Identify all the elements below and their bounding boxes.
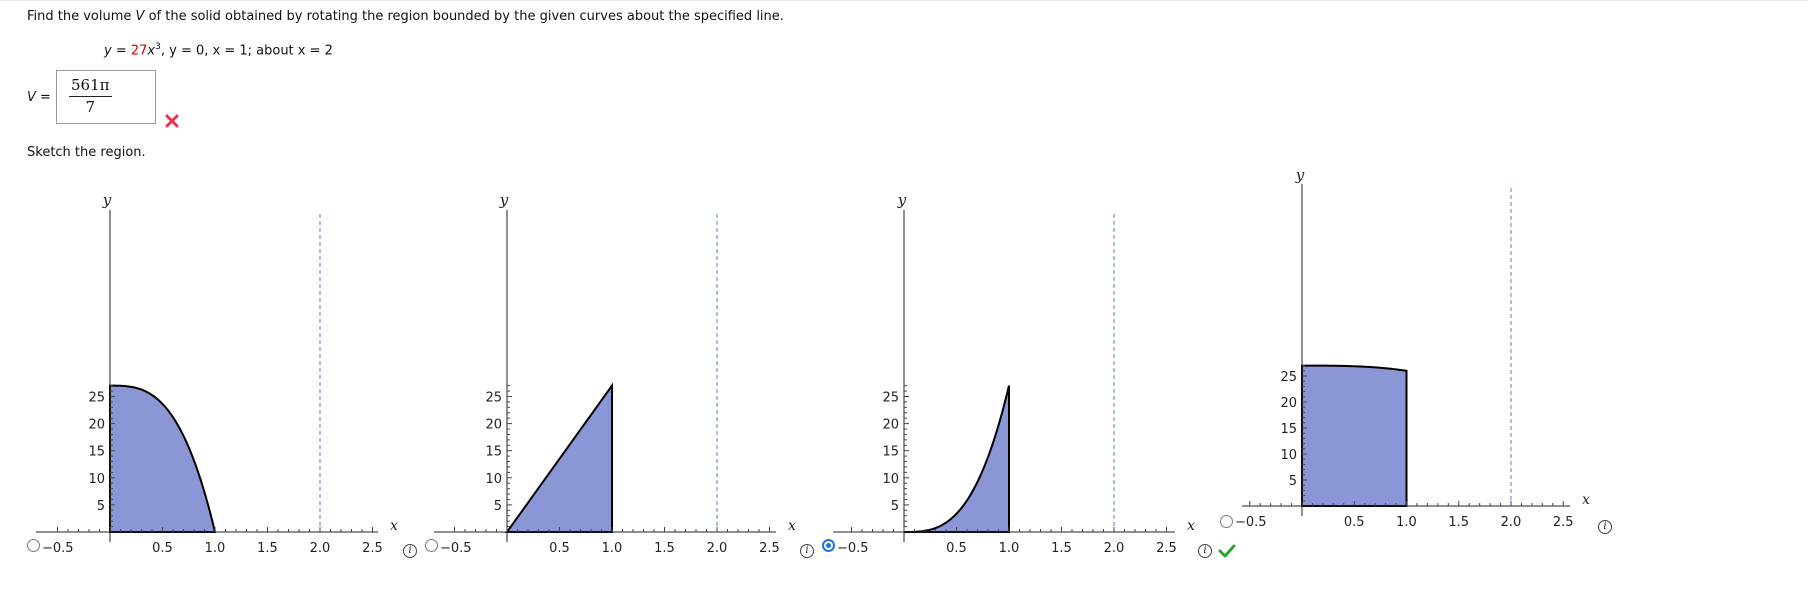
y-tick-label: 10 <box>1280 448 1297 463</box>
x-tick-label: 1.5 <box>1448 515 1469 530</box>
y-tick-label: 15 <box>882 445 899 460</box>
y-tick-label: 25 <box>485 391 502 406</box>
x-axis-label: x <box>1582 492 1590 508</box>
equation-y: y <box>104 43 112 59</box>
shaded-region <box>903 385 1010 533</box>
y-tick-label: 5 <box>494 499 502 514</box>
y-axis-label: y <box>897 191 907 209</box>
x-tick-label: 2.0 <box>707 541 728 556</box>
y-tick-label: 15 <box>1280 422 1297 437</box>
info-icon[interactable]: i <box>1598 520 1612 534</box>
y-tick-label: 10 <box>882 472 899 487</box>
y-axis-label: y <box>499 191 509 209</box>
x-neg-tick-label: −0.5 <box>42 541 74 556</box>
info-icon[interactable]: i <box>1198 544 1212 558</box>
equation: y = 27x3, y = 0, x = 1; about x = 2 <box>104 42 333 58</box>
shaded-region <box>109 384 217 533</box>
x-neg-tick-label: −0.5 <box>837 541 869 556</box>
x-axis-label: x <box>1187 518 1195 534</box>
check-mark-path <box>1218 544 1236 558</box>
x-tick-label: 0.5 <box>152 541 173 556</box>
question-prefix: Find the volume <box>27 9 136 24</box>
x-tick-label: 1.5 <box>654 541 675 556</box>
y-tick-label: 15 <box>88 445 105 460</box>
x-tick-label: 2.5 <box>759 541 780 556</box>
fraction-bar <box>69 96 112 97</box>
x-tick-label: 1.0 <box>999 541 1020 556</box>
info-icon[interactable]: i <box>800 544 814 558</box>
x-mark-icon <box>165 114 179 128</box>
y-tick-label: 20 <box>882 418 899 433</box>
x-tick-label: 1.0 <box>602 541 623 556</box>
y-tick-label: 15 <box>485 445 502 460</box>
check-mark-icon <box>1218 544 1236 558</box>
question-suffix: of the solid obtained by rotating the re… <box>144 9 784 24</box>
y-tick-label: 25 <box>88 391 105 406</box>
x-tick-label: 2.5 <box>1156 541 1177 556</box>
equation-equals: = <box>111 43 131 59</box>
x-axis-label: x <box>390 518 398 534</box>
y-tick-label: 5 <box>891 499 899 514</box>
equation-exponent: 3 <box>155 42 161 52</box>
x-tick-label: 2.0 <box>1104 541 1125 556</box>
question-text: Find the volume V of the solid obtained … <box>27 9 784 24</box>
x-tick-label: 0.5 <box>946 541 967 556</box>
x-tick-label: 0.5 <box>549 541 570 556</box>
equation-rest: , y = 0, x = 1; about x = 2 <box>160 43 333 59</box>
shaded-region <box>1301 364 1408 507</box>
x-tick-label: 2.0 <box>310 541 331 556</box>
answer-numerator: 561π <box>71 76 110 94</box>
info-icon[interactable]: i <box>403 544 417 558</box>
y-tick-label: 25 <box>1280 370 1297 385</box>
y-tick-label: 20 <box>1280 396 1297 411</box>
x-tick-label: 2.5 <box>1553 515 1574 530</box>
radio-option-a[interactable] <box>27 539 40 552</box>
answer-denominator: 7 <box>85 98 96 116</box>
radio-option-b[interactable] <box>425 539 438 552</box>
x-neg-tick-label: −0.5 <box>440 541 472 556</box>
top-divider <box>0 0 1808 1</box>
y-tick-label: 10 <box>485 472 502 487</box>
equation-x: x <box>147 43 156 59</box>
y-tick-label: 20 <box>88 418 105 433</box>
x-axis-label: x <box>788 518 796 534</box>
x-neg-tick-label: −0.5 <box>1235 515 1267 530</box>
answer-label-var: V <box>27 90 36 105</box>
x-tick-label: 2.0 <box>1501 515 1522 530</box>
x-tick-label: 2.5 <box>362 541 383 556</box>
sketch-label: Sketch the region. <box>27 145 146 160</box>
radio-option-d[interactable] <box>1220 515 1233 528</box>
answer-label: V = <box>27 90 51 105</box>
equation-coefficient: 27 <box>130 43 148 59</box>
answer-input[interactable]: 561π 7 <box>56 70 156 124</box>
x-tick-label: 0.5 <box>1344 515 1365 530</box>
y-tick-label: 25 <box>882 391 899 406</box>
answer-label-eq: = <box>35 90 51 105</box>
y-axis-label: y <box>1295 166 1305 184</box>
x-tick-label: 1.5 <box>1051 541 1072 556</box>
y-axis-label: y <box>102 191 112 209</box>
x-tick-label: 1.0 <box>205 541 226 556</box>
x-tick-label: 1.5 <box>257 541 278 556</box>
answer-fraction: 561π 7 <box>69 76 112 116</box>
y-tick-label: 5 <box>1289 474 1297 489</box>
y-tick-label: 5 <box>97 499 105 514</box>
x-tick-label: 1.0 <box>1396 515 1417 530</box>
radio-option-c[interactable] <box>822 539 835 552</box>
y-tick-label: 10 <box>88 472 105 487</box>
y-tick-label: 20 <box>485 418 502 433</box>
question-variable: V <box>135 9 145 24</box>
